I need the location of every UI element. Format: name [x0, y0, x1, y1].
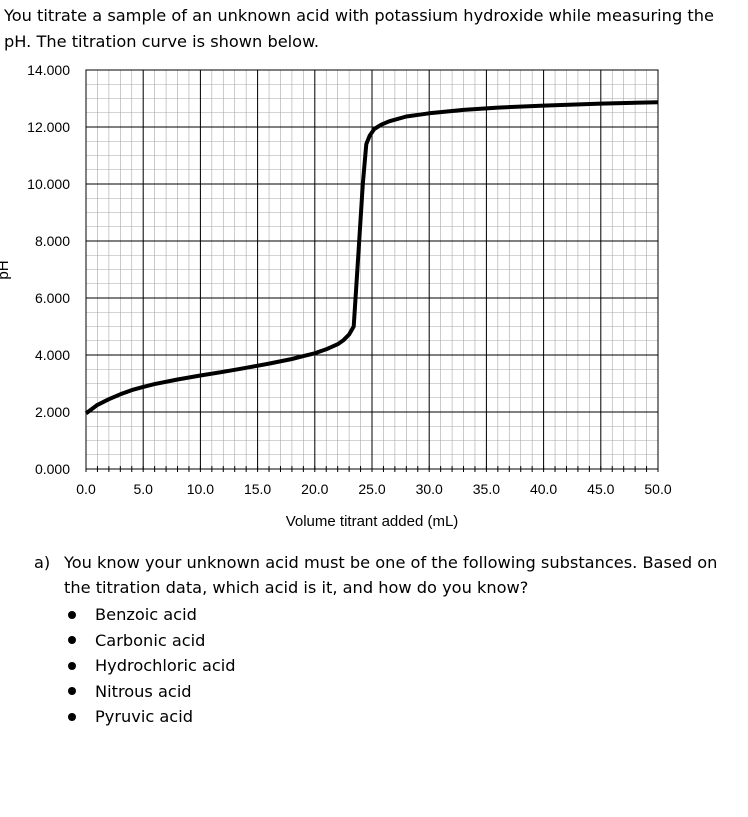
x-tick-label: 30.0: [416, 481, 443, 497]
option-label: Hydrochloric acid: [95, 656, 236, 676]
bullet-icon: [68, 636, 76, 645]
option-label: Benzoic acid: [95, 605, 197, 625]
y-tick-label: 6.000: [35, 290, 70, 306]
x-tick-label: 45.0: [587, 481, 614, 497]
x-tick-label: 0.0: [76, 481, 96, 497]
x-tick-label: 5.0: [133, 481, 153, 497]
x-tick-label: 25.0: [358, 481, 385, 497]
y-tick-label: 0.000: [35, 461, 70, 477]
x-tick-label: 20.0: [301, 481, 328, 497]
titration-chart: 0.0 5.0 10.0 15.0 20.0 25.0 30.0 35.0 40.0 45.0 50…: [0, 62, 672, 530]
x-tick-label: 15.0: [244, 481, 271, 497]
intro-text: You titrate a sample of an unknown acid …: [4, 6, 714, 51]
question-letter: a): [34, 553, 51, 572]
y-tick-label: 14.000: [27, 62, 70, 78]
x-tick-label: 40.0: [530, 481, 557, 497]
y-tick-label: 2.000: [35, 404, 70, 420]
question-text: You know your unknown acid must be one o…: [64, 553, 718, 597]
option-benzoic-acid: Benzoic acid: [34, 602, 734, 628]
x-tick-label: 35.0: [473, 481, 500, 497]
bullet-icon: [68, 712, 76, 721]
option-label: Nitrous acid: [95, 681, 192, 701]
y-tick-label: 12.000: [27, 119, 70, 135]
question-a: a) You know your unknown acid must be on…: [34, 550, 734, 730]
bullet-icon: [68, 687, 76, 696]
option-hydrochloric-acid: Hydrochloric acid: [34, 653, 734, 679]
y-axis-title: pH: [0, 260, 12, 279]
option-label: Carbonic acid: [95, 630, 206, 650]
option-label: Pyruvic acid: [95, 707, 193, 727]
answer-options: Benzoic acid Carbonic acid Hydrochloric …: [34, 602, 734, 730]
option-nitrous-acid: Nitrous acid: [34, 679, 734, 705]
option-carbonic-acid: Carbonic acid: [34, 628, 734, 654]
x-axis-title: Volume titrant added (mL): [286, 513, 459, 530]
bullet-icon: [68, 661, 76, 670]
bullet-icon: [68, 610, 76, 619]
option-pyruvic-acid: Pyruvic acid: [34, 704, 734, 730]
x-tick-label: 10.0: [187, 481, 214, 497]
y-tick-label: 4.000: [35, 347, 70, 363]
y-tick-label: 8.000: [35, 233, 70, 249]
x-tick-label: 50.0: [644, 481, 671, 497]
titration-curve: [84, 100, 659, 416]
y-tick-label: 10.000: [27, 176, 70, 192]
